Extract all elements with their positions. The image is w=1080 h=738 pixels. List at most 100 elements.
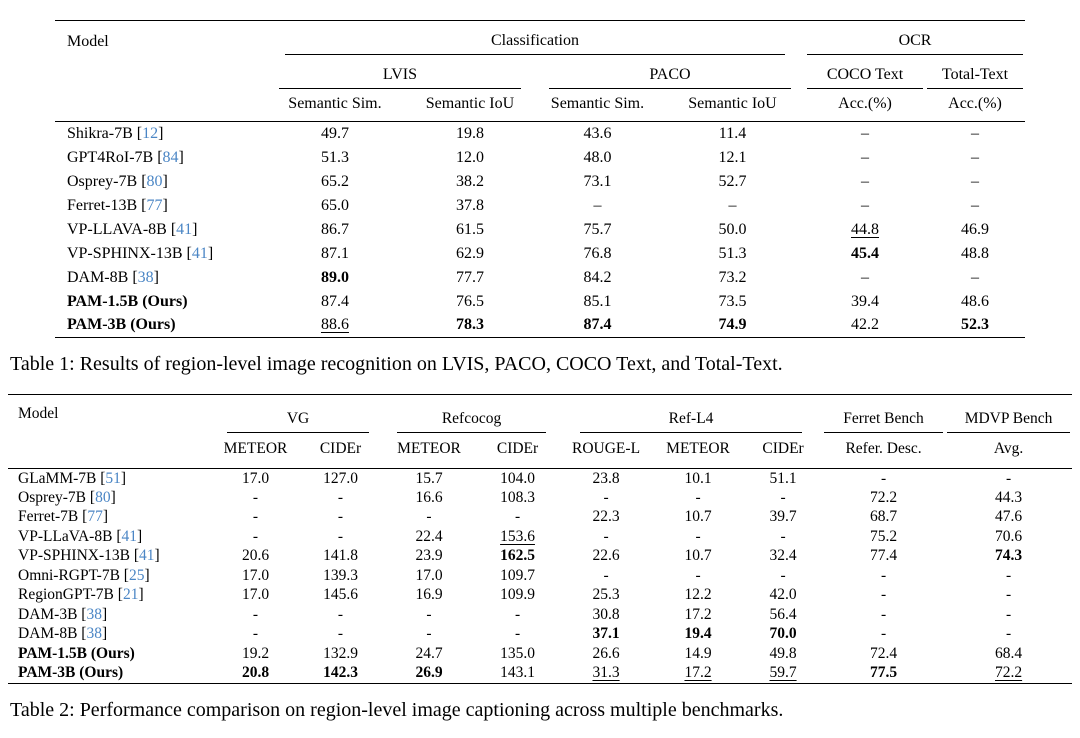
model-cell: VP-LLaVA-8B [41] [18,527,143,545]
value-cell: - [880,605,887,623]
table-row: DAM-8B [38] 89.0 77.7 84.2 73.2 – – [55,266,1025,290]
table-row: Ferret-13B [77] 65.0 37.8 – – – – [55,194,1025,218]
value-cell: 39.7 [769,508,797,526]
table-row: PAM-3B (Ours) 20.8 142.3 26.9 143.1 31.3 17.2 5… [8,664,1072,684]
value-cell: – [971,196,980,214]
table1-section: Model Classification OCR LVIS PACO [8,20,1072,377]
citation-link[interactable]: 41 [176,220,193,238]
value-cell: 12.0 [455,148,484,166]
value-cell: 62.9 [455,244,484,262]
model-cell: PAM-3B (Ours) [66,316,176,334]
value-cell: 141.8 [323,547,358,565]
table-row: VP-LLAVA-8B [41] 86.7 61.5 75.7 50.0 44.8 46.9 [55,218,1025,242]
value-cell: 77.7 [455,268,484,286]
value-cell: – [971,172,980,190]
value-cell: - [695,488,701,506]
citation-link[interactable]: 38 [86,605,102,623]
group-label: Total-Text [927,66,1024,89]
value-cell: 77.4 [869,547,898,565]
value-cell: - [252,488,259,506]
table2-metric-header: ROUGE-L [560,432,653,469]
value-cell: 49.7 [320,124,349,142]
value-cell: 44.8 [851,220,880,238]
value-cell: 17.0 [415,566,443,584]
table1-recognition: Model Classification OCR LVIS PACO [54,20,1026,338]
value-cell: - [337,488,344,506]
model-cell: RegionGPT-7B [21] [18,586,144,604]
citation-link[interactable]: 12 [142,124,159,142]
value-cell: 16.9 [415,586,443,604]
model-cell: Osprey-7B [80] [18,488,116,506]
value-cell: 17.2 [684,605,712,623]
table-row: VP-SPHINX-13B [41] 87.1 62.9 76.8 51.3 45.4 48… [55,242,1025,266]
value-cell: 132.9 [323,644,358,662]
value-cell: 37.8 [455,196,484,214]
value-cell: 59.7 [769,664,797,681]
value-cell: 44.3 [994,488,1023,506]
model-cell: VP-SPHINX-13B [41] [66,244,214,262]
citation-link[interactable]: 77 [146,196,163,214]
value-cell: - [1005,625,1012,643]
table-row: VP-SPHINX-13B [41] 20.6 141.8 23.9 162.5 22.6… [8,547,1072,567]
value-cell: - [1005,469,1012,487]
citation-link[interactable]: 41 [191,244,208,262]
table-row: GPT4RoI-7B [84] 51.3 12.0 48.0 12.1 – – [55,146,1025,170]
table1-metric-header: Semantic Sim. [264,88,405,122]
value-cell: 139.3 [323,566,358,584]
group-label: Ref-L4 [580,410,803,433]
value-cell: 52.7 [718,172,747,190]
table1-caption: Table 1: Results of region-level image r… [10,353,783,375]
table1-group-classification: Classification [265,21,805,55]
value-cell: - [252,508,259,526]
group-label: PACO [548,66,792,89]
value-cell: 17.0 [241,469,270,487]
table-row: VP-LLaVA-8B [41] - - 22.4 153.6 - - - 75.2 70.6 [8,527,1072,547]
citation-link[interactable]: 41 [121,527,137,545]
table2-header: Model VG Refcocog Ref-L4 Ferret Bench MD… [8,394,1073,469]
value-cell: 56.4 [769,605,797,623]
value-cell: 76.5 [455,292,484,310]
value-cell: 19.8 [455,124,484,142]
value-cell: 127.0 [323,469,358,487]
value-cell: 47.6 [994,508,1023,526]
table2-metric-header: METEOR [213,432,298,469]
value-cell: 23.8 [592,469,620,487]
citation-link[interactable]: 25 [128,566,145,584]
model-cell: Omni-RGPT-7B [25] [18,566,150,584]
paper-page: Model Classification OCR LVIS PACO [8,20,1073,721]
value-cell: 22.6 [592,547,620,565]
table-row: PAM-3B (Ours) 88.6 78.3 87.4 74.9 42.2 52.3 [55,314,1025,338]
value-cell: – [971,268,980,286]
citation-link[interactable]: 51 [105,469,121,487]
value-cell: 109.7 [500,566,535,584]
value-cell: 68.7 [869,508,898,526]
value-cell: 73.1 [583,172,612,190]
table-row: PAM-1.5B (Ours) 87.4 76.5 85.1 73.5 39.4 48.6 [55,290,1025,314]
value-cell: 51.3 [718,244,747,262]
value-cell: 20.6 [241,547,270,565]
citation-link[interactable]: 21 [122,586,139,604]
value-cell: – [593,196,602,214]
value-cell: 31.3 [592,664,620,681]
citation-link[interactable]: 80 [95,488,111,506]
model-cell: PAM-3B (Ours) [18,664,124,681]
value-cell: 12.1 [718,148,747,166]
model-cell: Ferret-13B [77] [66,196,168,214]
citation-link[interactable]: 84 [162,148,179,166]
value-cell: 48.8 [961,244,990,262]
citation-link[interactable]: 38 [137,268,154,286]
citation-link[interactable]: 80 [146,172,163,190]
table2-caption: Table 2: Performance comparison on regio… [10,698,784,721]
model-cell: PAM-1.5B (Ours) [18,644,135,662]
table2-captioning: Model VG Refcocog Ref-L4 Ferret Bench MD… [8,394,1073,684]
citation-link[interactable]: 77 [87,508,103,526]
value-cell: 17.2 [684,664,712,681]
value-cell: - [780,566,786,584]
value-cell: 14.9 [684,644,712,662]
value-cell: 68.4 [994,644,1023,662]
value-cell: 24.7 [415,644,443,662]
table-row: Ferret-7B [77] - - - - 22.3 10.7 39.7 68.7 47.6 [8,508,1072,528]
citation-link[interactable]: 38 [86,625,102,643]
citation-link[interactable]: 41 [139,547,155,565]
table2-metric-header: CIDEr [744,432,823,469]
